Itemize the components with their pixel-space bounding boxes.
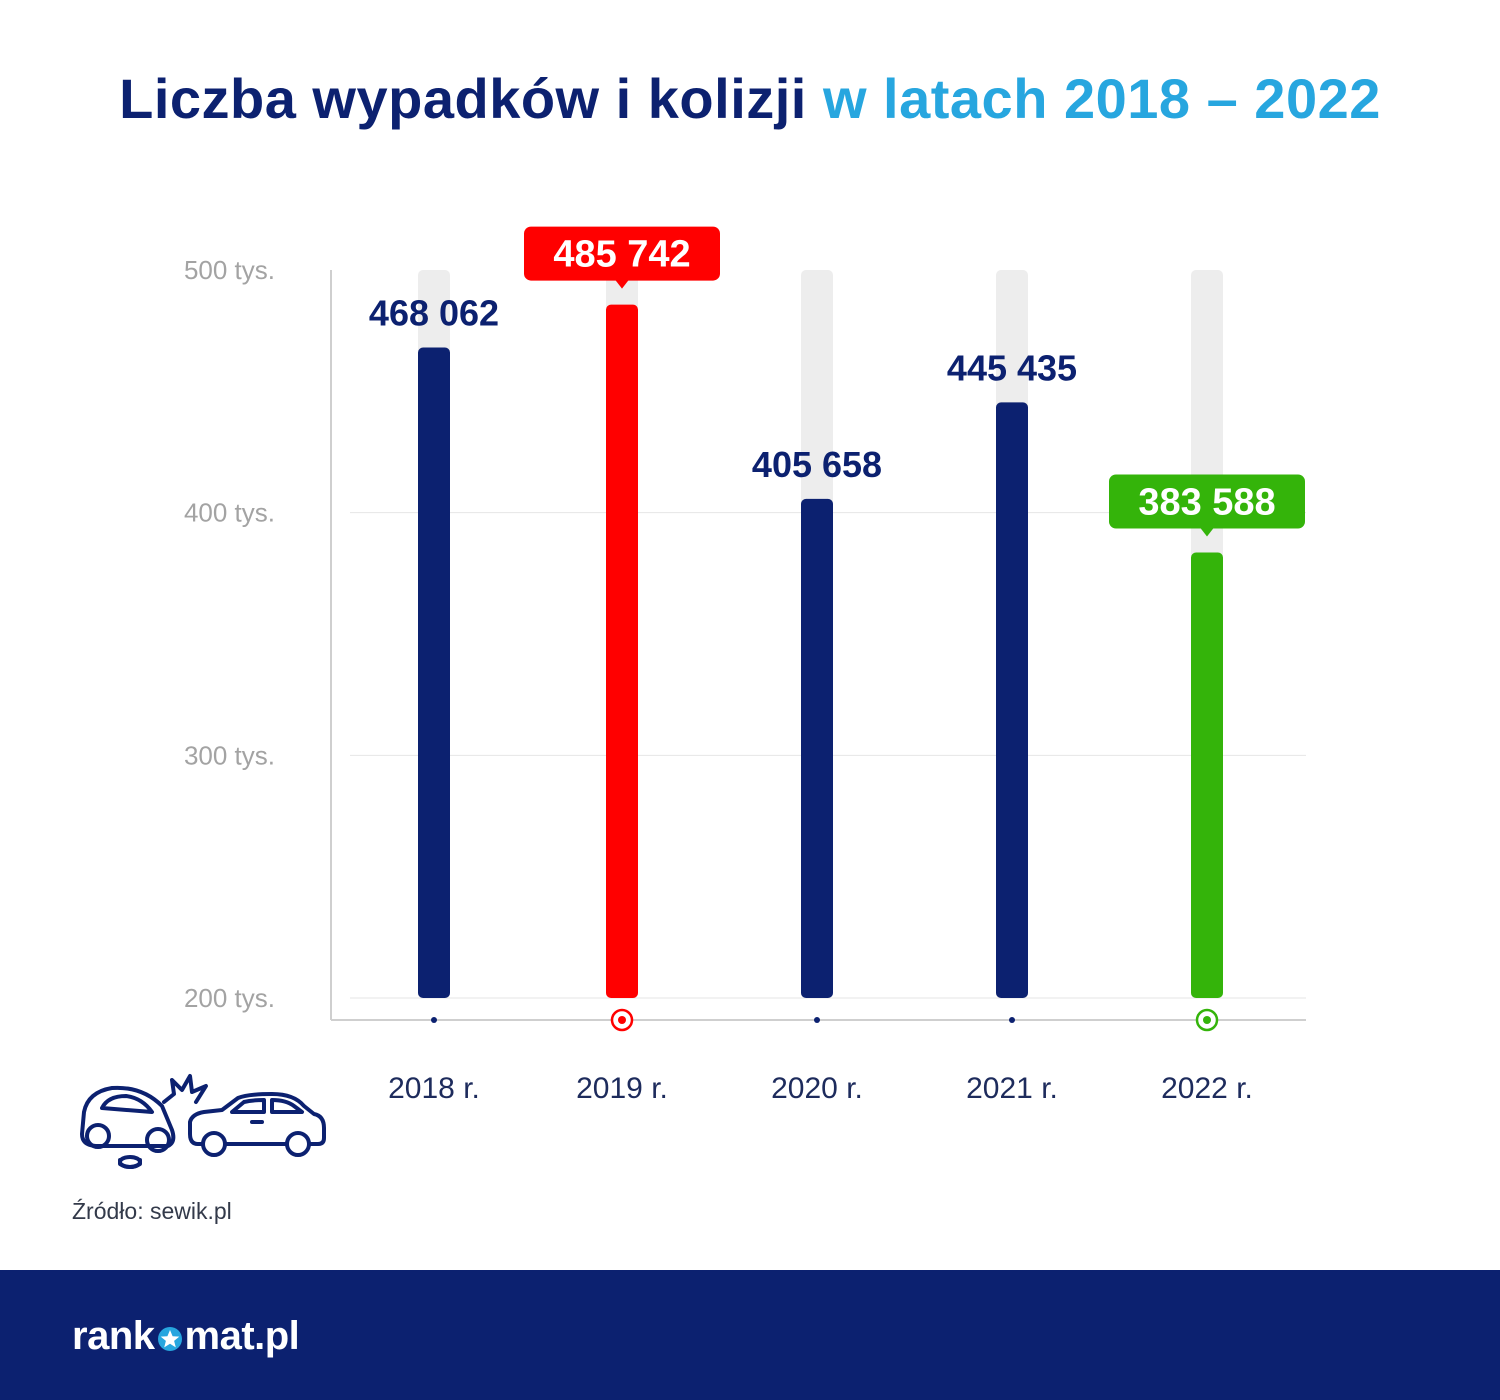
- bar: [801, 498, 833, 998]
- title-part-2: w latach 2018 – 2022: [822, 67, 1381, 130]
- source-note: Źródło: sewik.pl: [72, 1198, 232, 1224]
- axis-dot: [431, 1017, 437, 1023]
- car-crash-icon: [80, 1074, 326, 1169]
- y-tick-label: 200 tys.: [184, 983, 275, 1013]
- bar-value-label: 485 742: [553, 234, 690, 276]
- value-badge: [524, 226, 720, 281]
- bar-value-label: 405 658: [752, 444, 882, 485]
- bar: [418, 347, 450, 998]
- bar: [606, 304, 638, 998]
- value-badge: [1109, 474, 1305, 529]
- y-tick-label: 400 tys.: [184, 498, 275, 528]
- footer-bar: rank mat.pl: [0, 1270, 1500, 1400]
- category-label: 2022 r.: [1161, 1072, 1253, 1105]
- bar-chart: 200 tys. 300 tys. 400 tys. 500 tys. 468 062 2…: [184, 226, 1306, 1105]
- bar-value-label: 468 062: [369, 293, 499, 334]
- category-label: 2020 r.: [771, 1072, 863, 1105]
- rankomat-logo[interactable]: rank mat.pl: [72, 1314, 300, 1359]
- category-label: 2021 r.: [966, 1072, 1058, 1105]
- title-part-1: Liczba wypadków i kolizji: [119, 67, 807, 130]
- axis-dot: [814, 1017, 820, 1023]
- axis-target-dot: [1203, 1016, 1211, 1024]
- value-badge-pointer: [1200, 527, 1214, 537]
- axis-dot: [1009, 1017, 1015, 1023]
- bar-value-label: 445 435: [947, 347, 1077, 388]
- axis-target-dot: [618, 1016, 626, 1024]
- bar-value-label: 383 588: [1138, 481, 1275, 523]
- chart-title: Liczba wypadków i kolizji w latach 2018 …: [0, 66, 1500, 131]
- category-label: 2019 r.: [576, 1072, 668, 1105]
- value-badge-pointer: [615, 279, 629, 289]
- logo-text-left: rank: [72, 1314, 155, 1358]
- bar: [996, 402, 1028, 998]
- logo-text-right: mat.pl: [184, 1314, 300, 1358]
- bar: [1191, 552, 1223, 998]
- y-tick-label: 500 tys.: [184, 255, 275, 285]
- y-tick-label: 300 tys.: [184, 740, 275, 770]
- category-label: 2018 r.: [388, 1072, 480, 1105]
- star-o-icon: [157, 1326, 182, 1351]
